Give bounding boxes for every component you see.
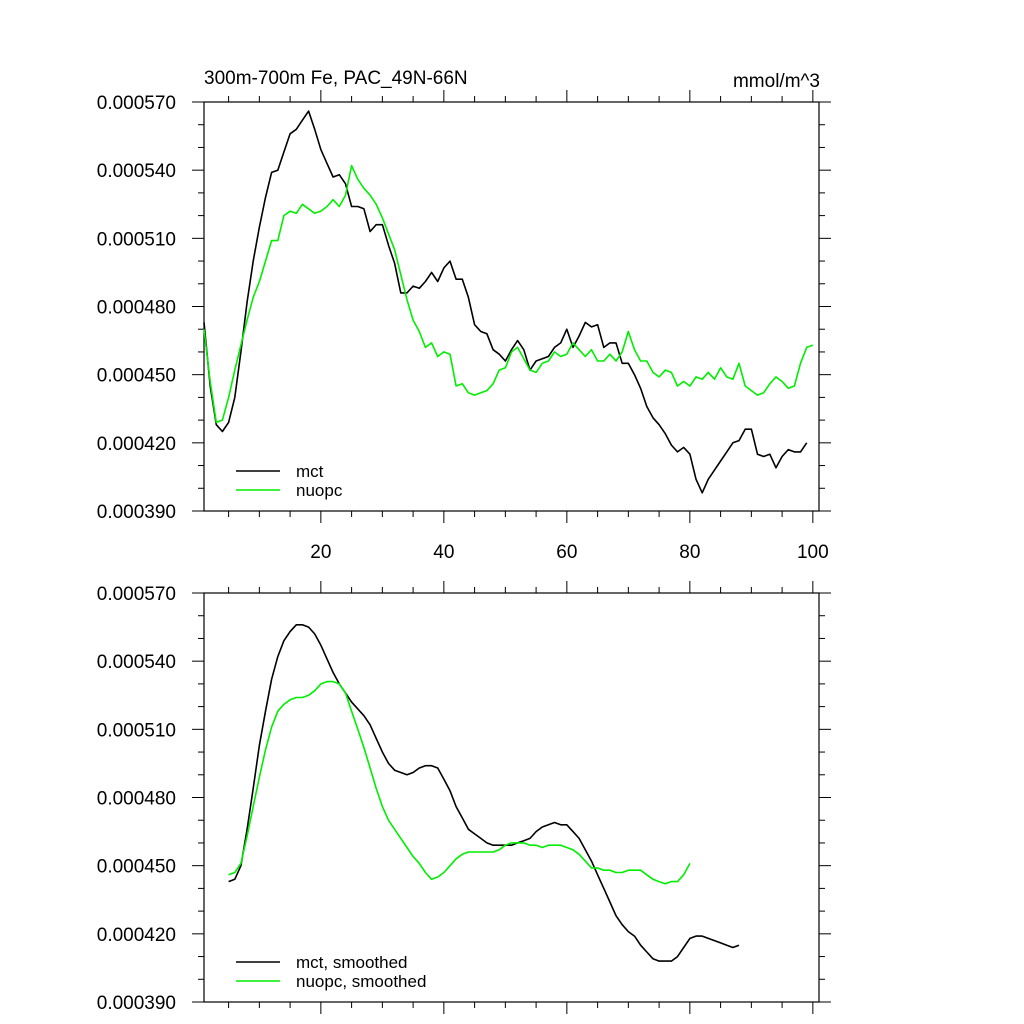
legend-label-mct: mct (296, 462, 324, 481)
bottom-y-tick-label: 0.000480 (97, 789, 176, 810)
top-y-tick-label: 0.000390 (97, 502, 176, 523)
top-panel-units: mmol/m^3 (733, 71, 820, 92)
legend-label-nuopc: nuopc (296, 481, 343, 500)
bottom-series-mct-smoothed (228, 623, 740, 962)
bottom-y-tick-label: 0.000420 (97, 925, 176, 946)
bottom-y-tick-label: 0.000570 (97, 584, 176, 605)
top-x-tick-label: 20 (310, 542, 331, 563)
bottom-legend: mct, smoothed nuopc, smoothed (236, 953, 426, 991)
top-x-tick-label: 80 (679, 542, 700, 563)
top-y-tick-label: 0.000480 (97, 298, 176, 319)
bottom-y-tick-label: 0.000390 (97, 993, 176, 1014)
top-y-tick-label: 0.000510 (97, 229, 176, 250)
bottom-y-tick-label: 0.000510 (97, 720, 176, 741)
top-y-tick-label: 0.000540 (97, 161, 176, 182)
top-y-tick-label: 0.000450 (97, 366, 176, 387)
top-axes-frame (203, 101, 820, 512)
bottom-axes-frame (203, 592, 820, 1003)
bottom-plot-area (228, 623, 740, 962)
top-axes: 0.000570 0.000540 0.000510 0.000480 0.000450… (97, 90, 831, 563)
top-x-tick-label: 100 (797, 542, 829, 563)
top-x-tick-label: 40 (433, 542, 454, 563)
top-y-tick-label: 0.000570 (97, 93, 176, 114)
bottom-axes: 0.000570 0.000540 0.000510 0.000480 0.000450… (97, 581, 831, 1014)
top-panel: 300m-700m Fe, PAC_49N-66N mmol/m^3 0.000… (97, 68, 831, 563)
top-x-tick-label: 60 (556, 542, 577, 563)
top-plot-area (203, 110, 814, 494)
top-panel-title: 300m-700m Fe, PAC_49N-66N (204, 68, 468, 89)
bottom-panel: 0.000570 0.000540 0.000510 0.000480 0.000450… (97, 581, 831, 1014)
top-series-mct (203, 110, 808, 494)
legend-label-mct-smoothed: mct, smoothed (296, 953, 408, 972)
bottom-series-nuopc-smoothed (228, 680, 691, 885)
legend-label-nuopc-smoothed: nuopc, smoothed (296, 972, 426, 991)
bottom-y-tick-label: 0.000450 (97, 857, 176, 878)
bottom-y-tick-label: 0.000540 (97, 652, 176, 673)
top-y-tick-label: 0.000420 (97, 434, 176, 455)
top-legend: mct nuopc (236, 462, 343, 500)
top-series-nuopc (203, 164, 814, 424)
